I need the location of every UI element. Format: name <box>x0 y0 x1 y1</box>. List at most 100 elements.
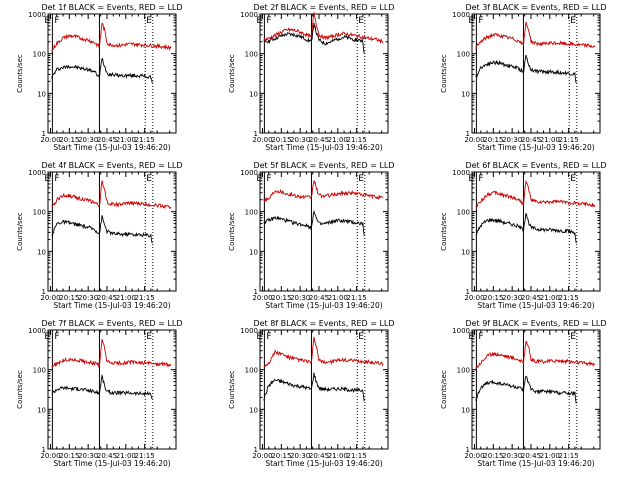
y-tick-label: 10 <box>461 406 470 414</box>
events-series-line <box>263 209 365 236</box>
x-tick-label: 21:00 <box>116 452 136 460</box>
y-tick-label: 1 <box>254 288 258 296</box>
plot-frame <box>471 171 601 292</box>
marker-label-f: F <box>266 16 271 26</box>
marker-label-e: E <box>256 174 262 184</box>
y-tick-label: 100 <box>33 51 46 59</box>
x-tick-label: 21:00 <box>116 294 136 302</box>
x-tick-label: 20:00 <box>40 452 60 460</box>
x-tick-label: 20:15 <box>59 294 79 302</box>
marker-label-e: E <box>146 174 152 184</box>
panel-7: Det 7f BLACK = Events, RED = LLD 1 10 100 10… <box>16 319 183 468</box>
marker-label-e: E <box>358 16 364 26</box>
events-series-line <box>263 23 365 54</box>
y-tick-label: 100 <box>457 51 470 59</box>
lld-series-line <box>475 21 596 50</box>
plot-frame <box>259 171 389 292</box>
x-tick-label: 21:15 <box>347 136 367 144</box>
y-tick-label: 10 <box>37 406 46 414</box>
marker-label-f: F <box>266 174 271 184</box>
marker-label-f: F <box>478 332 483 342</box>
y-tick-label: 1 <box>42 288 46 296</box>
marker-label-f: F <box>478 174 483 184</box>
x-tick-label: 21:00 <box>540 452 560 460</box>
x-tick-label: 21:15 <box>559 136 579 144</box>
marker-label-e: E <box>256 16 262 26</box>
panel-title: Det 9f BLACK = Events, RED = LLD <box>465 319 606 328</box>
x-tick-label: 20:15 <box>483 294 503 302</box>
panel-5: Det 5f BLACK = Events, RED = LLD 1 10 100 10… <box>228 161 395 310</box>
x-tick-label: 21:00 <box>328 294 348 302</box>
y-tick-label: 1000 <box>240 327 258 335</box>
y-tick-label: 100 <box>457 367 470 375</box>
x-axis-title: Start Time (15-Jul-03 19:46:20) <box>477 143 594 152</box>
x-tick-label: 20:45 <box>97 294 117 302</box>
events-series-line <box>51 58 153 84</box>
x-tick-label: 20:45 <box>521 452 541 460</box>
x-tick-label: 20:30 <box>290 294 310 302</box>
x-tick-label: 20:45 <box>521 136 541 144</box>
panel-title: Det 2f BLACK = Events, RED = LLD <box>253 3 394 12</box>
panel-title: Det 7f BLACK = Events, RED = LLD <box>41 319 182 328</box>
y-tick-label: 100 <box>245 209 258 217</box>
y-tick-label: 10 <box>461 248 470 256</box>
y-axis-title: Counts/sec <box>228 370 236 409</box>
y-tick-label: 1 <box>466 288 470 296</box>
panel-8: Det 8f BLACK = Events, RED = LLD 1 10 100 10… <box>228 319 395 468</box>
y-tick-label: 1000 <box>28 11 46 19</box>
plot-frame <box>471 13 601 134</box>
y-tick-label: 10 <box>461 90 470 98</box>
marker-label-f: F <box>54 332 59 342</box>
x-tick-label: 20:15 <box>483 136 503 144</box>
x-tick-label: 20:30 <box>502 136 522 144</box>
y-axis-title: Counts/sec <box>228 212 236 251</box>
y-tick-label: 1 <box>42 130 46 138</box>
x-tick-label: 21:00 <box>540 136 560 144</box>
y-axis-title: Counts/sec <box>440 212 448 251</box>
plot-frame <box>47 13 177 134</box>
lld-series-line <box>475 340 596 370</box>
x-tick-label: 21:15 <box>347 294 367 302</box>
y-tick-label: 1000 <box>452 169 470 177</box>
y-tick-label: 100 <box>245 367 258 375</box>
x-tick-label: 20:00 <box>40 136 60 144</box>
x-axis-title: Start Time (15-Jul-03 19:46:20) <box>53 459 170 468</box>
y-tick-label: 1000 <box>28 169 46 177</box>
y-tick-label: 10 <box>37 248 46 256</box>
x-tick-label: 21:15 <box>559 452 579 460</box>
y-tick-label: 100 <box>457 209 470 217</box>
plot-frame <box>259 13 389 134</box>
lld-series-line <box>51 338 172 369</box>
y-tick-label: 1 <box>254 446 258 454</box>
y-tick-label: 100 <box>245 51 258 59</box>
panel-title: Det 1f BLACK = Events, RED = LLD <box>41 3 182 12</box>
x-axis-title: Start Time (15-Jul-03 19:46:20) <box>265 143 382 152</box>
plot-frame <box>259 329 389 450</box>
x-tick-label: 21:00 <box>540 294 560 302</box>
y-tick-label: 1 <box>466 130 470 138</box>
x-tick-label: 20:00 <box>252 452 272 460</box>
y-tick-label: 1 <box>254 130 258 138</box>
events-series-line <box>475 54 577 84</box>
panel-1: Det 1f BLACK = Events, RED = LLD 1 10 100 10… <box>16 3 183 152</box>
x-tick-label: 20:30 <box>78 452 98 460</box>
x-tick-label: 20:15 <box>59 452 79 460</box>
plot-frame <box>47 329 177 450</box>
lld-series-line <box>263 180 384 203</box>
marker-label-f: F <box>266 332 271 342</box>
x-tick-label: 20:15 <box>271 294 291 302</box>
x-tick-label: 20:00 <box>464 452 484 460</box>
y-axis-title: Counts/sec <box>440 54 448 93</box>
y-axis-title: Counts/sec <box>228 54 236 93</box>
panel-title: Det 3f BLACK = Events, RED = LLD <box>465 3 606 12</box>
x-tick-label: 21:15 <box>347 452 367 460</box>
y-tick-label: 1 <box>466 446 470 454</box>
y-tick-label: 1000 <box>28 327 46 335</box>
panel-title: Det 6f BLACK = Events, RED = LLD <box>465 161 606 170</box>
x-tick-label: 21:00 <box>116 136 136 144</box>
x-tick-label: 20:30 <box>502 452 522 460</box>
x-tick-label: 20:45 <box>309 452 329 460</box>
x-tick-label: 20:30 <box>290 452 310 460</box>
